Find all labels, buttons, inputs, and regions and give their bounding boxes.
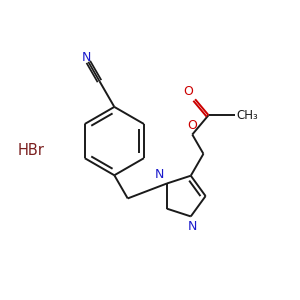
Text: O: O [187,119,197,132]
Text: N: N [187,220,197,233]
Text: HBr: HBr [18,142,44,158]
Text: N: N [155,168,164,181]
Text: N: N [81,52,91,64]
Text: O: O [183,85,193,98]
Text: CH₃: CH₃ [237,109,259,122]
